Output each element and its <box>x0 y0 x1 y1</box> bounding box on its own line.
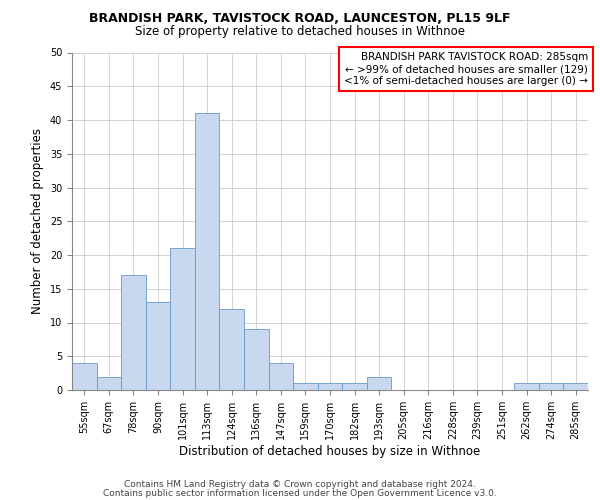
Bar <box>269 363 293 390</box>
Bar <box>293 383 318 390</box>
Bar <box>318 383 342 390</box>
Bar <box>170 248 195 390</box>
Bar <box>244 329 269 390</box>
Bar <box>97 376 121 390</box>
Bar <box>121 275 146 390</box>
Bar <box>514 383 539 390</box>
Y-axis label: Number of detached properties: Number of detached properties <box>31 128 44 314</box>
Bar <box>72 363 97 390</box>
Text: Contains public sector information licensed under the Open Government Licence v3: Contains public sector information licen… <box>103 489 497 498</box>
X-axis label: Distribution of detached houses by size in Withnoe: Distribution of detached houses by size … <box>179 444 481 458</box>
Bar <box>146 302 170 390</box>
Text: Contains HM Land Registry data © Crown copyright and database right 2024.: Contains HM Land Registry data © Crown c… <box>124 480 476 489</box>
Bar <box>539 383 563 390</box>
Text: BRANDISH PARK, TAVISTOCK ROAD, LAUNCESTON, PL15 9LF: BRANDISH PARK, TAVISTOCK ROAD, LAUNCESTO… <box>89 12 511 26</box>
Bar <box>220 309 244 390</box>
Bar <box>367 376 391 390</box>
Bar <box>195 114 220 390</box>
Text: Size of property relative to detached houses in Withnoe: Size of property relative to detached ho… <box>135 25 465 38</box>
Bar <box>563 383 588 390</box>
Bar <box>342 383 367 390</box>
Text: BRANDISH PARK TAVISTOCK ROAD: 285sqm
← >99% of detached houses are smaller (129): BRANDISH PARK TAVISTOCK ROAD: 285sqm ← >… <box>344 52 588 86</box>
